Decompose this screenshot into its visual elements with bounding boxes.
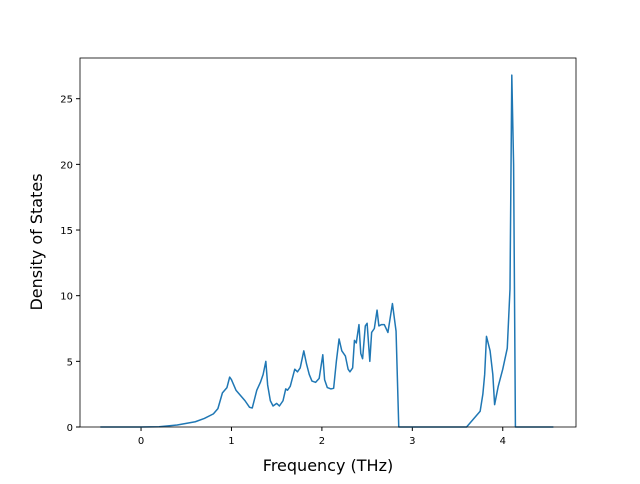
y-tick-label: 5 [67, 357, 73, 368]
y-tick-label: 20 [60, 160, 73, 171]
y-axis-label: Density of States [27, 173, 46, 310]
x-tick-label: 3 [409, 436, 415, 447]
x-tick-label: 2 [319, 436, 325, 447]
axes-frame [79, 57, 577, 428]
x-axis-label: Frequency (THz) [263, 456, 393, 475]
x-tick-label: 0 [138, 436, 144, 447]
y-tick-label: 0 [67, 423, 73, 434]
y-tick-label: 15 [60, 226, 73, 237]
y-tick-label: 25 [60, 95, 73, 106]
x-tick-label: 4 [500, 436, 506, 447]
data-line [100, 74, 554, 428]
x-tick-label: 1 [228, 436, 234, 447]
y-tick-label: 10 [60, 292, 73, 303]
